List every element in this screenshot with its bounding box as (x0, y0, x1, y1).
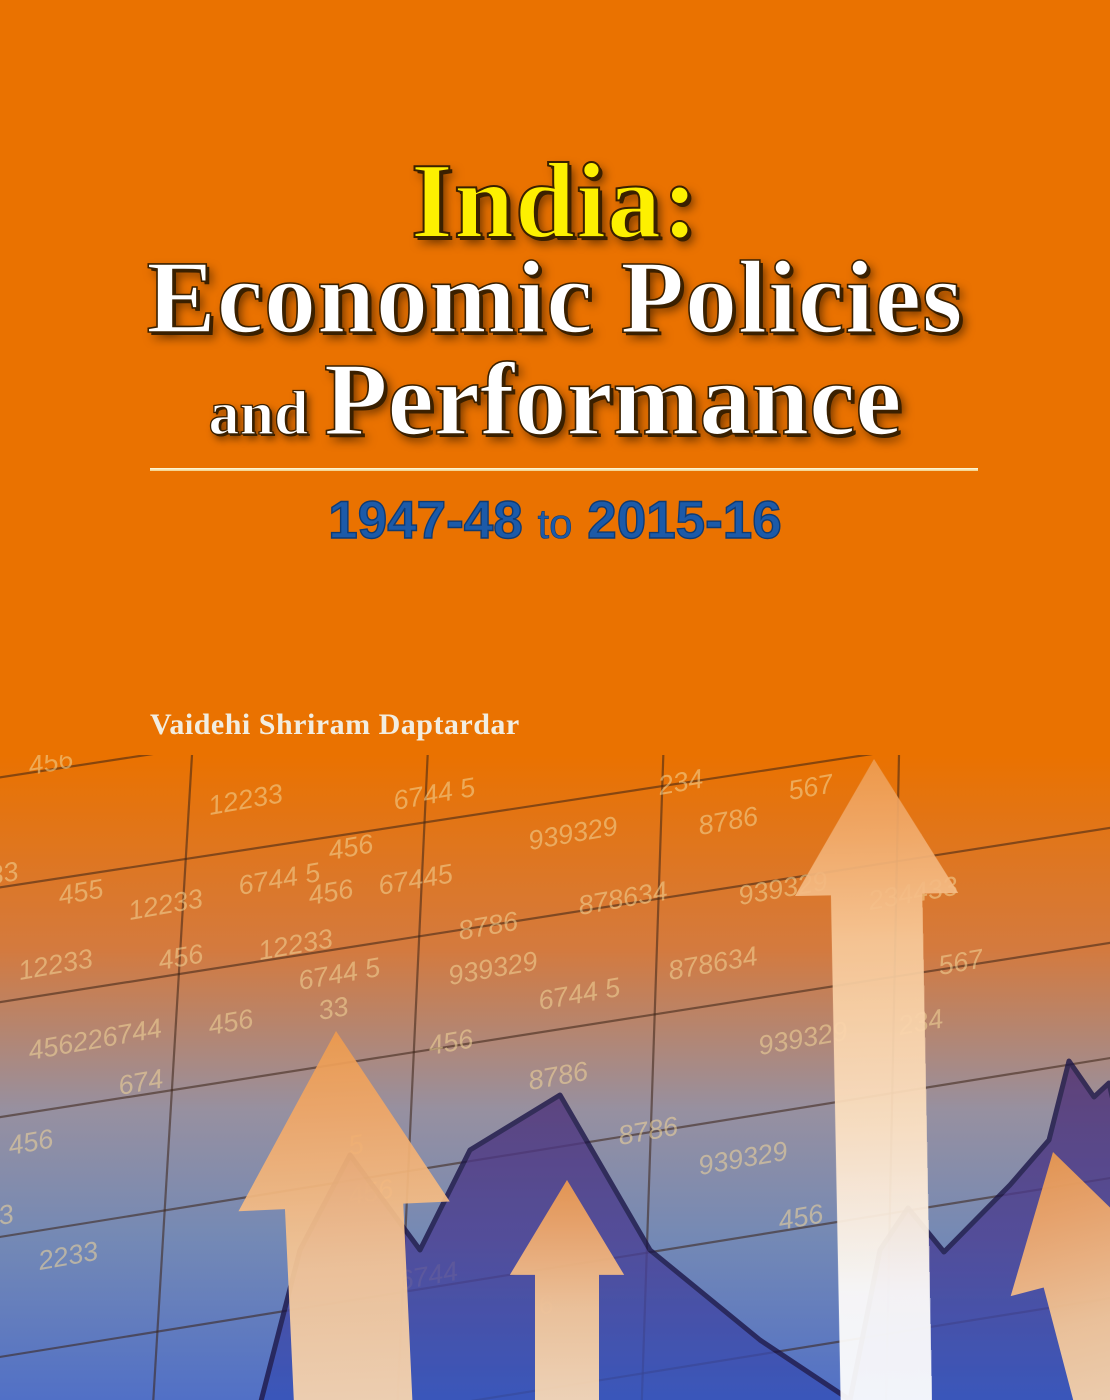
svg-text:33: 33 (316, 991, 351, 1026)
